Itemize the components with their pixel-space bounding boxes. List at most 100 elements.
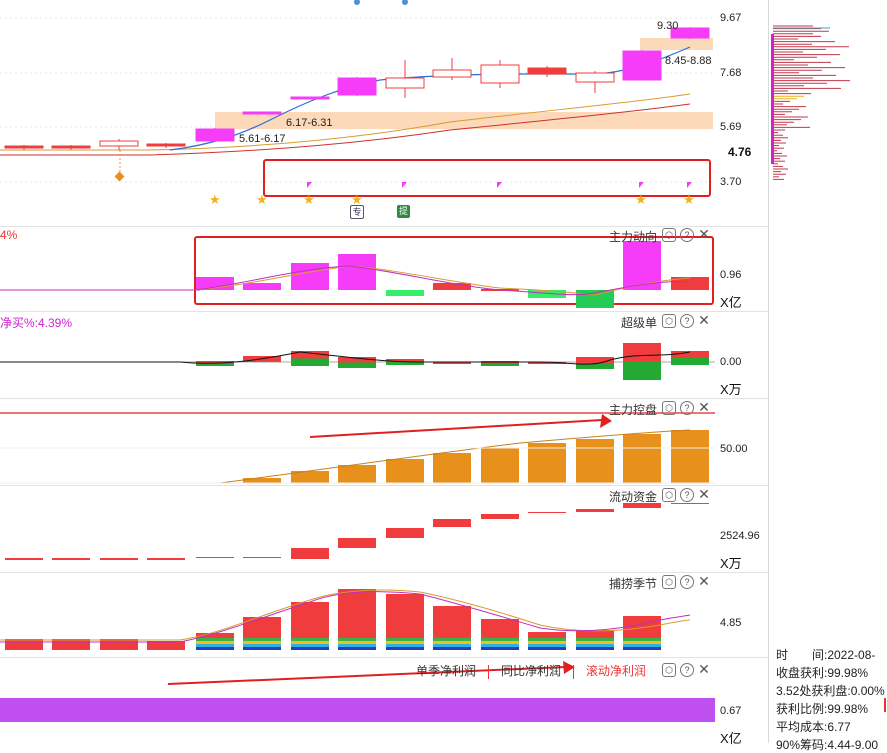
season-band <box>623 638 661 641</box>
season-band <box>243 647 281 650</box>
signal-flag <box>687 182 692 188</box>
tab-rolling-profit[interactable]: 滚动净利润 <box>586 664 647 678</box>
close-icon[interactable]: ✕ <box>698 661 710 677</box>
season-band <box>481 641 519 644</box>
season-band <box>338 638 376 641</box>
season-band <box>433 641 471 644</box>
candle-body <box>195 128 235 142</box>
close-icon[interactable]: ✕ <box>698 573 710 589</box>
season-bar <box>147 641 185 650</box>
control-bar <box>576 439 614 483</box>
season-band <box>576 641 614 644</box>
main-force-unit: X亿 <box>720 295 742 310</box>
season-band <box>386 644 424 647</box>
season-band <box>291 644 329 647</box>
help-icon[interactable]: ? <box>680 228 694 242</box>
super-order-unit: X万 <box>720 382 742 397</box>
main-force-bar <box>671 277 709 290</box>
help-icon[interactable]: ? <box>680 575 694 589</box>
season-band <box>196 644 234 647</box>
star-marker[interactable]: ★ <box>683 192 695 207</box>
candle-body <box>670 27 710 39</box>
super-order-bar <box>528 362 566 364</box>
tab-quarterly-profit[interactable]: 单季净利润 <box>416 664 477 678</box>
season-band <box>433 644 471 647</box>
tab-yoy-profit[interactable]: 同比净利润 <box>501 664 562 678</box>
event-badge[interactable]: 专 <box>350 205 364 219</box>
cost-marker <box>884 698 886 712</box>
liquidity-bar <box>338 538 376 548</box>
liquidity-bar <box>52 558 90 560</box>
profit-tabs: 单季净利润 同比净利润 滚动净利润 <box>410 662 652 679</box>
liquidity-bar <box>528 512 566 513</box>
super-order-bar <box>196 361 234 364</box>
liquidity-bar <box>100 558 138 560</box>
star-marker[interactable]: ★ <box>209 192 221 207</box>
star-marker[interactable]: ★ <box>303 192 315 207</box>
control-bar <box>528 443 566 483</box>
trend-arrow-head <box>563 661 575 674</box>
candle-body <box>242 111 282 115</box>
season-band <box>291 647 329 650</box>
settings-icon[interactable]: ⬡ <box>662 488 676 502</box>
control-bar <box>243 478 281 483</box>
main-force-title: 主力动向 <box>609 230 658 244</box>
season-band <box>243 641 281 644</box>
star-marker[interactable]: ★ <box>351 192 363 207</box>
season-band <box>386 647 424 650</box>
price-annotation: 6.17-6.31 <box>286 117 333 129</box>
control-bar <box>338 465 376 483</box>
settings-icon[interactable]: ⬡ <box>662 401 676 415</box>
settings-icon[interactable]: ⬡ <box>662 314 676 328</box>
liquidity-bar <box>147 558 185 560</box>
control-bar <box>386 459 424 483</box>
season-band <box>196 638 234 641</box>
season-band <box>433 638 471 641</box>
profit-bar <box>0 698 715 722</box>
help-icon[interactable]: ? <box>680 488 694 502</box>
close-icon[interactable]: ✕ <box>698 486 710 502</box>
season-band <box>338 641 376 644</box>
ma-line <box>0 93 691 151</box>
signal-flag <box>639 182 644 188</box>
trend-arrow-head <box>600 414 612 428</box>
season-band <box>386 641 424 644</box>
close-icon[interactable]: ✕ <box>698 226 710 242</box>
star-marker[interactable]: ★ <box>635 192 647 207</box>
star-marker[interactable]: ★ <box>256 192 268 207</box>
panel-divider <box>0 485 768 486</box>
season-band <box>623 641 661 644</box>
season-band <box>338 647 376 650</box>
season-band <box>291 638 329 641</box>
season-band <box>528 647 566 650</box>
main-force-bar <box>291 263 329 290</box>
resistance-band <box>640 38 713 50</box>
settings-icon[interactable]: ⬡ <box>662 575 676 589</box>
price-axis-label: 5.69 <box>720 121 742 133</box>
season-band <box>338 644 376 647</box>
close-icon[interactable]: ✕ <box>698 312 710 328</box>
help-icon[interactable]: ? <box>680 314 694 328</box>
main-force-value: 0.96 <box>720 269 742 281</box>
settings-icon[interactable]: ⬡ <box>662 228 676 242</box>
help-icon[interactable]: ? <box>680 663 694 677</box>
settings-icon[interactable]: ⬡ <box>662 663 676 677</box>
price-axis-label: 3.70 <box>720 176 742 188</box>
chip-range <box>771 34 774 164</box>
event-badge[interactable]: 提 <box>397 205 410 218</box>
liquidity-bar <box>481 514 519 519</box>
candle-body <box>146 143 186 147</box>
help-icon[interactable]: ? <box>680 401 694 415</box>
season-band <box>576 638 614 641</box>
season-band <box>433 647 471 650</box>
liquidity-bar <box>623 503 661 508</box>
chip-distribution-divider <box>768 0 769 743</box>
main-force-bar <box>528 290 566 298</box>
candle-body <box>480 64 520 84</box>
season-ma <box>0 589 691 641</box>
price-axis-label: 7.68 <box>720 67 742 79</box>
close-icon[interactable]: ✕ <box>698 399 710 415</box>
liquidity-bar <box>576 509 614 512</box>
control-bar <box>433 453 471 483</box>
